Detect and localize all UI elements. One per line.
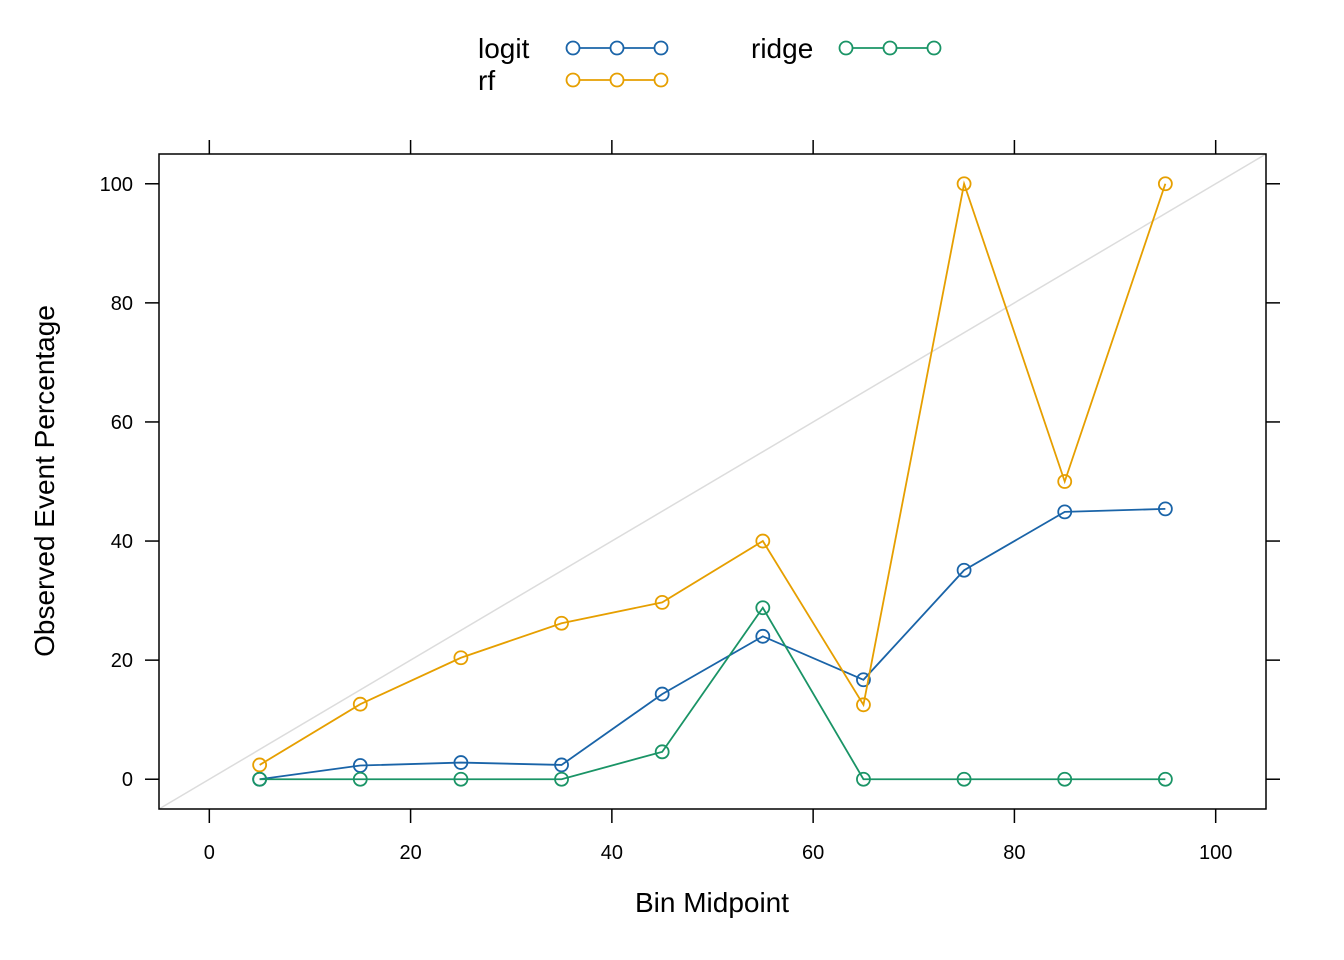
legend-marker — [926, 40, 942, 56]
x-tick-label: 80 — [1003, 842, 1025, 864]
data-point-ridge — [1057, 771, 1073, 787]
series-logit — [252, 501, 1173, 787]
legend-marker — [609, 40, 625, 56]
data-point-ridge — [956, 771, 972, 787]
reference-diagonal-line — [158, 153, 1267, 810]
x-tick-label: 100 — [1199, 842, 1232, 864]
legend-item-logit: logit — [478, 33, 669, 64]
legend-item-ridge: ridge — [751, 33, 942, 64]
data-point-logit — [1157, 501, 1173, 517]
series-line-rf — [259, 180, 1167, 766]
series-line-ridge — [259, 606, 1166, 781]
legend-marker — [653, 40, 669, 56]
legend-item-rf: rf — [478, 65, 669, 96]
data-point-rf — [453, 650, 469, 666]
data-point-ridge — [654, 744, 670, 760]
data-point-rf — [956, 176, 972, 192]
series-ridge — [252, 600, 1173, 787]
legend-marker — [609, 72, 625, 88]
data-point-logit — [856, 672, 871, 688]
legend-marker — [565, 72, 581, 88]
y-tick-label: 100 — [100, 174, 133, 196]
x-axis-title: Bin Midpoint — [635, 887, 789, 918]
y-axis-title: Observed Event Percentage — [29, 305, 60, 657]
data-point-ridge — [252, 771, 268, 787]
axis-ticks: 0 20 40 60 80 100 0 20 40 60 80 100 — [100, 140, 1280, 864]
y-tick-label: 60 — [111, 412, 133, 434]
legend-label: logit — [478, 33, 530, 64]
data-point-logit — [554, 757, 569, 773]
series-line-logit — [259, 507, 1166, 781]
data-point-rf — [856, 697, 871, 713]
data-point-rf — [654, 594, 670, 610]
legend-marker — [565, 40, 581, 56]
data-point-logit — [654, 686, 670, 702]
y-tick-label: 20 — [111, 650, 133, 672]
data-point-logit — [453, 755, 469, 770]
data-point-ridge — [755, 600, 771, 616]
data-point-logit — [956, 562, 972, 578]
series-rf — [252, 176, 1173, 773]
data-point-rf — [554, 615, 569, 631]
data-point-rf — [755, 533, 771, 549]
data-point-ridge — [453, 771, 469, 787]
series-layer — [252, 176, 1173, 787]
data-point-ridge — [554, 771, 569, 787]
data-point-logit — [1057, 504, 1073, 520]
x-tick-label: 40 — [601, 842, 623, 864]
y-tick-label: 80 — [111, 293, 133, 315]
data-point-rf — [352, 696, 368, 712]
legend-label: ridge — [751, 33, 813, 64]
data-point-rf — [252, 757, 268, 773]
data-point-ridge — [1157, 771, 1173, 787]
y-tick-label: 0 — [122, 769, 133, 791]
plot-frame — [158, 153, 1267, 810]
y-tick-label: 40 — [111, 531, 133, 553]
legend-marker — [882, 40, 898, 56]
data-point-ridge — [352, 771, 368, 787]
data-point-ridge — [856, 771, 871, 787]
legend-label: rf — [478, 65, 495, 96]
legend-marker — [838, 40, 854, 56]
x-tick-label: 0 — [204, 842, 215, 864]
x-tick-label: 60 — [802, 842, 824, 864]
plot-area: 0 20 40 60 80 100 0 20 40 60 80 100 — [100, 140, 1280, 864]
legend-marker — [653, 72, 669, 88]
data-point-logit — [755, 628, 771, 644]
data-point-rf — [1157, 176, 1173, 192]
x-tick-label: 20 — [399, 842, 421, 864]
data-point-rf — [1057, 474, 1073, 489]
